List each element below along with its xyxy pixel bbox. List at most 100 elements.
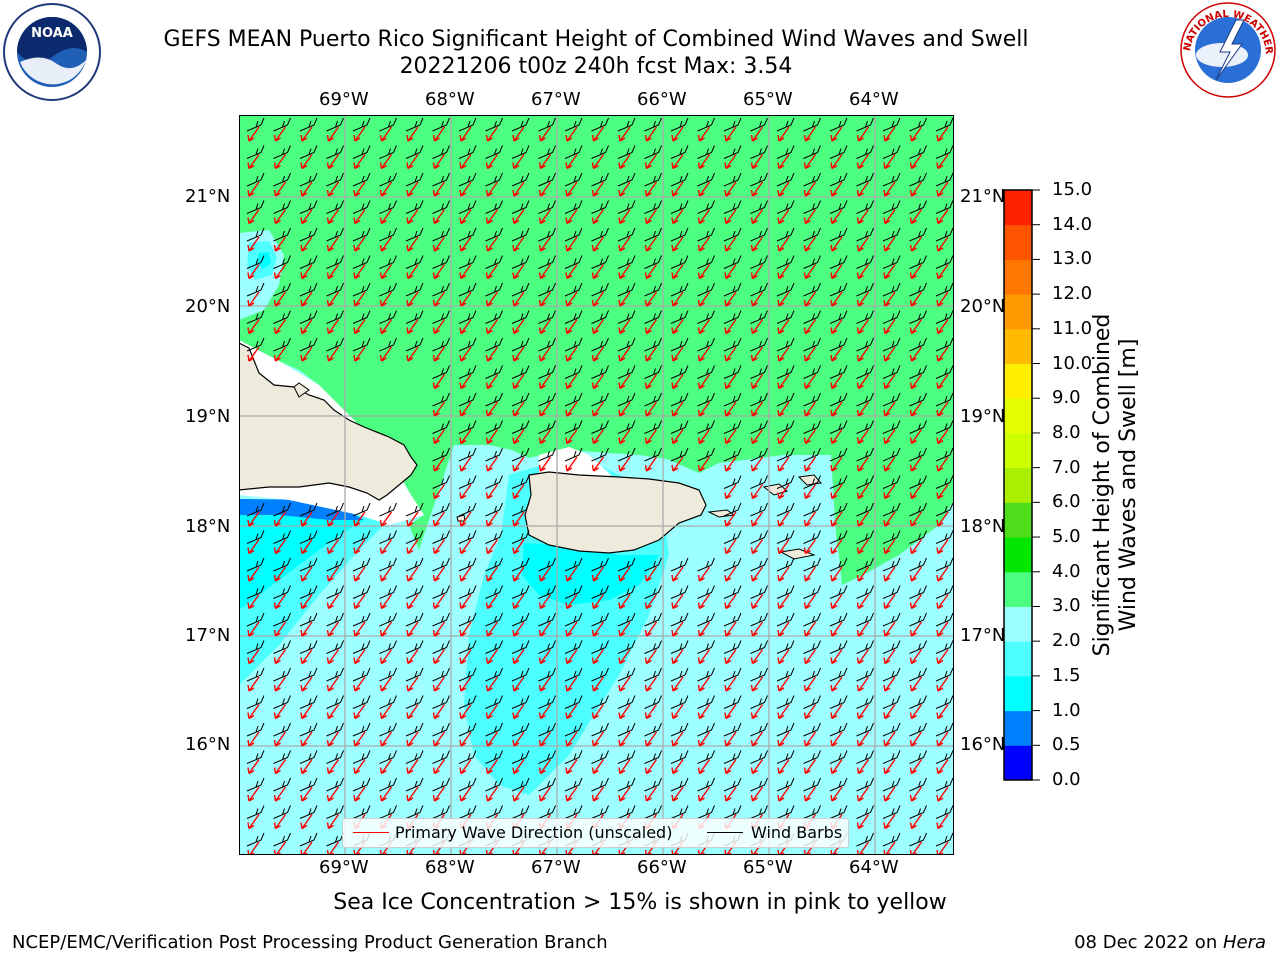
wave-direction-arrow [247, 264, 260, 280]
wind-barb [352, 585, 371, 599]
wave-direction-arrow [300, 154, 313, 170]
wave-direction-arrow [512, 594, 525, 610]
wind-barb [379, 640, 397, 654]
wind-barb [723, 695, 742, 709]
wave-direction-arrow [432, 429, 446, 445]
wave-direction-arrow [671, 236, 684, 252]
wind-barb [564, 310, 583, 324]
wind-barb [644, 227, 662, 242]
wave-direction-arrow [353, 621, 366, 637]
wind-barb [909, 200, 927, 214]
wind-barb [856, 337, 874, 352]
wave-direction-arrow [406, 704, 419, 720]
wave-direction-arrow [538, 594, 552, 610]
wave-direction-arrow [247, 594, 260, 610]
wind-barb [432, 640, 450, 654]
wave-direction-arrow [353, 319, 366, 335]
wind-barb [829, 420, 848, 434]
wind-barb [670, 585, 689, 599]
wave-direction-arrow [803, 154, 817, 170]
wave-direction-arrow [750, 539, 764, 555]
wind-barb [750, 200, 768, 214]
wave-direction-arrow [432, 511, 446, 527]
wind-barb [856, 365, 874, 379]
wave-direction-arrow [883, 181, 896, 197]
wind-barb [935, 695, 954, 709]
wave-direction-arrow [909, 704, 923, 720]
wave-direction-arrow [353, 264, 366, 280]
wind-barb [829, 530, 848, 544]
wave-direction-arrow [750, 484, 764, 500]
wind-barb [405, 255, 424, 269]
wind-barb [909, 227, 927, 242]
wave-direction-arrow [300, 511, 313, 527]
wave-direction-arrow [379, 566, 393, 582]
wave-direction-arrow [671, 786, 684, 802]
wave-direction-arrow [247, 319, 260, 335]
wind-barb [591, 310, 609, 324]
wind-barb [803, 612, 821, 627]
wind-barb [935, 585, 954, 599]
wind-barb [511, 447, 530, 462]
wave-direction-arrow [591, 594, 605, 610]
wind-barb [299, 805, 318, 819]
wave-direction-arrow [326, 731, 340, 747]
wind-barb [379, 117, 397, 132]
wind-barb [803, 200, 821, 214]
wave-direction-arrow [777, 704, 790, 720]
wave-direction-arrow [485, 566, 499, 582]
wave-direction-arrow [512, 484, 525, 500]
wind-barb [882, 145, 901, 159]
wind-barb [697, 255, 715, 269]
wave-direction-arrow [300, 236, 313, 252]
wind-barb [511, 310, 530, 324]
wind-barb [299, 255, 318, 269]
wave-direction-arrow [803, 621, 817, 637]
colorbar-tick-label: 0.5 [1052, 734, 1081, 756]
wave-direction-arrow [777, 484, 790, 500]
wave-direction-arrow [247, 539, 260, 555]
wave-direction-arrow [273, 264, 287, 280]
wind-barb [273, 832, 291, 847]
wave-direction-arrow [856, 649, 870, 665]
wind-barb [935, 145, 954, 159]
wind-barb [432, 695, 450, 709]
wave-direction-arrow [724, 126, 737, 142]
colorbar-bin [1004, 363, 1032, 399]
wave-direction-arrow [459, 429, 472, 445]
land-puerto-rico [524, 471, 707, 554]
wave-direction-arrow [724, 346, 737, 362]
wave-direction-arrow [273, 126, 287, 142]
wave-direction-arrow [273, 511, 287, 527]
wave-direction-arrow [406, 621, 419, 637]
wave-direction-arrow [432, 566, 446, 582]
wave-direction-arrow [406, 649, 419, 665]
wind-barb [882, 530, 901, 544]
wind-barb [935, 365, 954, 379]
wind-barb [750, 667, 768, 682]
wave-direction-arrow [300, 704, 313, 720]
lon-tick-bottom-68: 68°W [425, 857, 475, 878]
wind-barb [352, 805, 371, 819]
wind-barb [432, 227, 450, 242]
lon-tick-bottom-69: 69°W [319, 857, 369, 878]
wave-direction-arrow [432, 401, 446, 417]
wave-direction-arrow [485, 291, 499, 307]
wave-direction-arrow [644, 126, 658, 142]
wave-direction-arrow [379, 209, 393, 225]
wave-direction-arrow [750, 594, 764, 610]
wind-barb [538, 365, 556, 379]
wind-barb [829, 447, 848, 462]
wind-barb [909, 612, 927, 627]
wave-direction-arrow [803, 566, 817, 582]
wave-direction-arrow [856, 814, 870, 830]
wave-direction-arrow [750, 264, 764, 280]
wind-barb [405, 310, 424, 324]
wind-barb [856, 227, 874, 242]
wave-direction-arrow [326, 649, 340, 665]
wind-barb [326, 255, 344, 269]
wind-barb [829, 200, 848, 214]
wave-direction-arrow [697, 154, 711, 170]
wind-barb [856, 117, 874, 132]
wind-barb [776, 282, 795, 297]
